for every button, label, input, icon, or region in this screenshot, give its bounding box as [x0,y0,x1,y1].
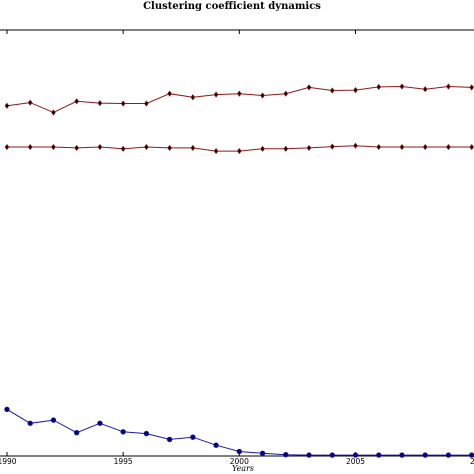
data-point [236,147,242,155]
data-point [27,99,33,106]
series-3 [4,406,474,458]
data-point [306,144,312,152]
data-point [167,144,172,152]
data-point [469,84,474,91]
series-layer [4,83,474,458]
data-point [27,143,33,151]
data-point [73,429,80,436]
data-point [376,83,382,91]
data-point [74,98,80,105]
data-point [422,86,428,93]
data-point [213,442,219,448]
data-point [144,143,149,151]
x-tick-label: 1990 [0,457,17,466]
data-point [446,83,451,90]
series-1 [4,83,474,116]
data-point [353,142,358,149]
data-point [469,143,474,151]
data-point [306,452,312,458]
data-point [50,417,57,423]
data-point [283,145,289,152]
series-2 [4,142,474,155]
data-point [329,143,335,150]
data-point [143,430,150,437]
data-point [283,90,289,97]
data-point [352,452,359,458]
chart-title: Clustering coefficient dynamics [143,1,321,12]
data-point [399,143,405,151]
data-point [27,420,33,426]
data-point [329,87,335,94]
data-point [166,436,173,443]
data-point [120,145,126,152]
x-tick-label: 2 [470,457,474,466]
data-point [213,91,219,98]
data-point [4,406,10,413]
data-point [97,143,103,151]
data-point [4,143,10,151]
data-point [51,143,56,151]
data-point [329,452,335,458]
data-point [213,147,219,155]
x-tick-label: 2000 [230,457,249,466]
data-point [167,90,172,97]
x-tick-label: 1995 [114,457,133,466]
x-tick-label: 2005 [346,457,365,466]
data-point [4,102,10,109]
data-point [445,452,452,458]
data-point [399,83,405,90]
data-point [399,452,405,458]
data-point [144,100,149,107]
data-point [376,143,382,151]
data-point [422,452,428,458]
x-axis-label: Years [232,464,254,473]
data-point [236,90,242,97]
data-point [283,451,289,458]
data-point [120,100,126,107]
data-point [97,420,103,426]
data-point [74,144,80,152]
data-point [259,450,266,457]
data-point [190,434,196,440]
data-point [260,145,265,152]
axes: 1990 1995 2000 2005 2 [0,29,474,466]
data-point [190,94,196,101]
data-point [376,452,382,458]
data-point [97,99,103,107]
data-point [446,143,451,151]
data-point [51,109,56,116]
data-point [236,448,243,455]
data-point [353,86,358,94]
data-point [190,144,196,152]
data-point [260,92,265,99]
data-point [306,84,312,91]
data-point [120,429,126,435]
data-point [422,143,428,151]
data-point [468,452,474,458]
